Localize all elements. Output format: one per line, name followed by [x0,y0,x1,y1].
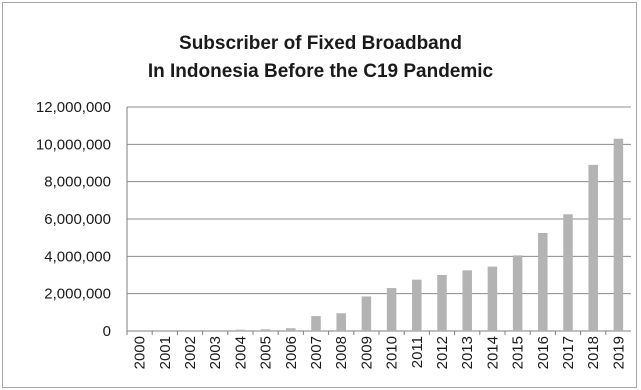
x-tick-label: 2005 [258,336,275,369]
chart-title-line-2: In Indonesia Before the C19 Pandemic [147,61,494,82]
bar-2006 [286,328,296,331]
bar-2005 [260,329,271,331]
bar-2009 [361,296,372,331]
x-tick-label: 2010 [384,336,401,369]
x-tick-label: 2000 [132,336,149,369]
x-tick-label: 2017 [560,336,577,369]
x-tick-label: 2014 [484,336,501,369]
x-axis-ticks: 2000 2001 2002 2003 2004 2005 2006 2007 2008 2009… [126,331,627,369]
x-tick-label: 2006 [283,336,300,369]
y-tick-label: 10,000,000 [36,136,111,153]
x-tick-label: 2013 [459,336,476,369]
bar-2004 [235,329,246,331]
grid-lines [126,106,631,332]
x-tick-label: 2002 [182,336,199,369]
bar-2017 [563,214,573,331]
bars [235,138,624,331]
x-tick-label: 2009 [358,336,375,369]
x-tick-label: 2007 [308,336,325,369]
chart-title-line-1: Subscriber of Fixed Broadband [179,33,462,54]
y-axis-ticks: 0 2,000,000 4,000,000 6,000,000 8,000,000 10,… [36,99,111,340]
x-tick-label: 2003 [207,336,224,369]
x-tick-label: 2016 [535,336,552,369]
y-tick-label: 4,000,000 [44,248,111,265]
x-tick-label: 2018 [585,336,602,369]
y-tick-label: 6,000,000 [44,211,111,228]
x-tick-label: 2012 [434,336,451,369]
x-tick-label: 2011 [409,336,426,368]
x-tick-label: 2004 [232,336,249,369]
bar-2013 [462,270,472,331]
bar-2016 [538,233,548,331]
x-tick-label: 2008 [333,336,350,369]
bar-2007 [311,316,321,331]
x-tick-label: 2001 [157,336,174,369]
x-tick-label: 2019 [610,336,627,369]
y-tick-label: 8,000,000 [44,174,111,191]
y-tick-label: 2,000,000 [44,286,111,303]
bar-2011 [412,279,422,331]
y-tick-label: 12,000,000 [36,99,111,116]
bar-2019 [613,138,624,331]
x-tick-label: 2015 [510,336,527,369]
bar-2018 [588,164,598,331]
bar-2014 [487,266,498,331]
bar-2015 [512,255,523,331]
y-tick-label: 0 [103,323,111,340]
bar-2008 [336,313,346,331]
bar-2010 [386,288,397,331]
bar-2012 [437,275,447,331]
